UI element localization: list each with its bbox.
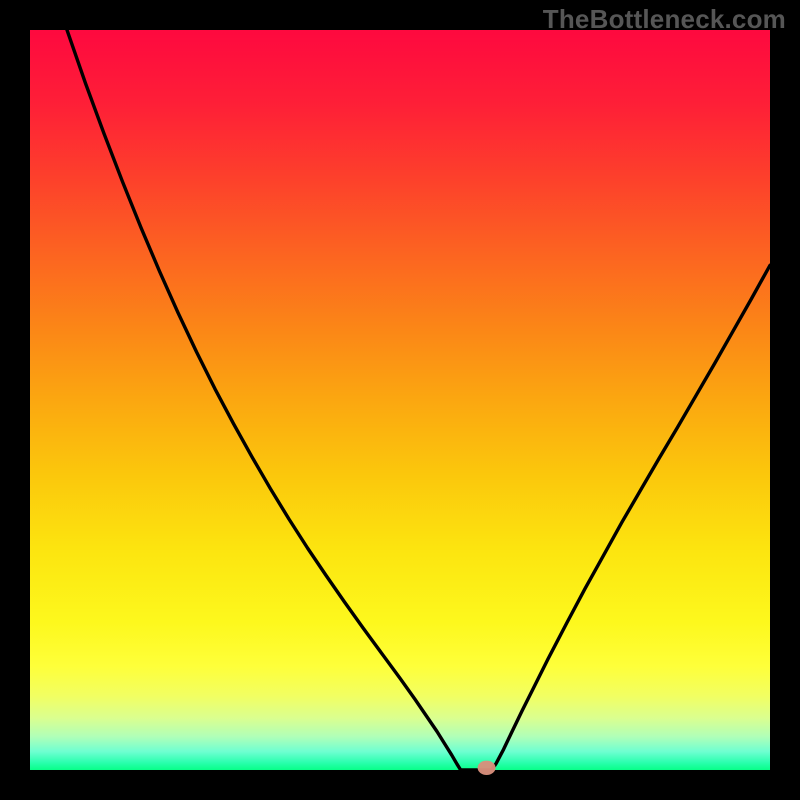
watermark-text: TheBottleneck.com: [543, 4, 786, 35]
current-point-marker: [478, 761, 496, 775]
bottleneck-chart: [0, 0, 800, 800]
chart-frame: TheBottleneck.com: [0, 0, 800, 800]
plot-background: [30, 30, 770, 770]
